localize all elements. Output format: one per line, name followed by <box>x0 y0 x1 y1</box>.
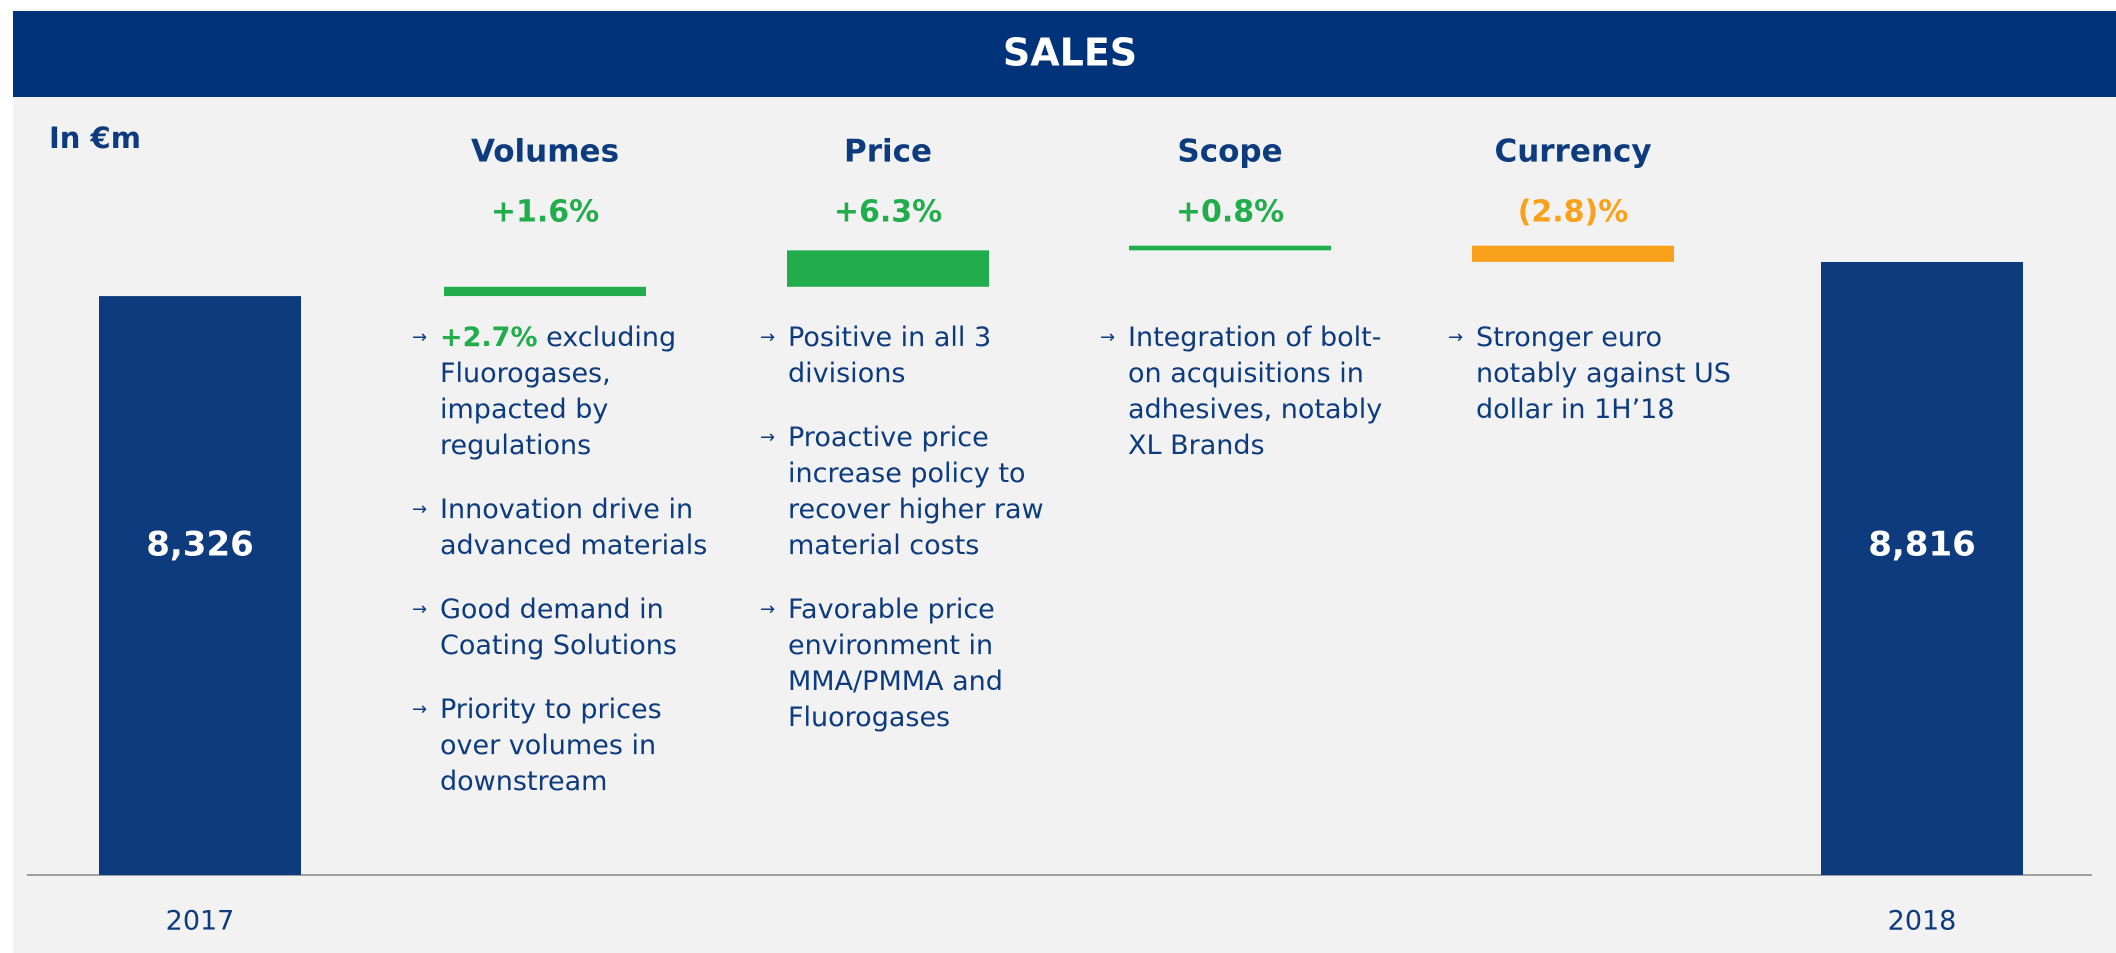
step-label: Currency <box>1494 134 1651 170</box>
bullet: Good demand in Coating Solutions <box>412 592 712 664</box>
bullet-text: excluding Fluorogases, impacted by regul… <box>440 322 677 461</box>
bullet: Priority to prices over volumes in downs… <box>412 692 712 800</box>
x-tick-label: 2017 <box>166 906 235 937</box>
step-value-label: +6.3% <box>834 195 942 230</box>
total-bar <box>1821 262 2023 875</box>
step-label: Price <box>844 134 932 170</box>
step-bar <box>444 286 646 297</box>
step-bar <box>787 250 989 287</box>
notes-column: Stronger euro notably against US dollar … <box>1448 320 1748 456</box>
bar-value-label: 8,816 <box>1868 525 1976 565</box>
bullet-text: Positive in all 3 divisions <box>788 322 992 389</box>
bullet-text: Good demand in Coating Solutions <box>440 594 677 661</box>
bullet: Innovation drive in advanced materials <box>412 492 712 564</box>
step-bar <box>1472 245 1674 262</box>
bullet-text: Innovation drive in advanced materials <box>440 494 708 561</box>
background <box>13 11 2116 953</box>
bullet-text: Priority to prices over volumes in downs… <box>440 694 662 797</box>
notes-column: Integration of bolt-on acquisitions in a… <box>1100 320 1400 492</box>
step-label: Scope <box>1177 134 1282 170</box>
bullet-text: Proactive price increase policy to recov… <box>788 422 1044 561</box>
highlight: +2.7% <box>440 322 538 353</box>
step-label: Volumes <box>471 134 619 170</box>
step-value-label: (2.8)% <box>1518 195 1629 230</box>
title-band <box>13 11 2116 97</box>
bullet-text: Stronger euro notably against US dollar … <box>1476 322 1731 425</box>
bullet: Stronger euro notably against US dollar … <box>1448 320 1748 428</box>
total-bar <box>99 296 301 875</box>
bar-value-label: 8,326 <box>146 525 254 565</box>
step-value-label: +0.8% <box>1176 195 1284 230</box>
bullet: Integration of bolt-on acquisitions in a… <box>1100 320 1400 464</box>
bullet: Favorable price environment in MMA/PMMA … <box>760 592 1060 736</box>
unit-label: In €m <box>49 121 141 155</box>
bullet: Positive in all 3 divisions <box>760 320 1060 392</box>
bullet-text: Favorable price environment in MMA/PMMA … <box>788 594 1003 733</box>
bullet-text: Integration of bolt-on acquisitions in a… <box>1128 322 1383 461</box>
bullet: Proactive price increase policy to recov… <box>760 420 1060 564</box>
x-tick-label: 2018 <box>1888 906 1957 937</box>
notes-column: Positive in all 3 divisions Proactive pri… <box>760 320 1060 764</box>
chart-title: SALES <box>1003 31 1137 75</box>
step-value-label: +1.6% <box>491 195 599 230</box>
step-bar <box>1129 245 1331 251</box>
bullet: +2.7% excluding Fluorogases, impacted by… <box>412 320 712 464</box>
notes-column: +2.7% excluding Fluorogases, impacted by… <box>412 320 712 828</box>
